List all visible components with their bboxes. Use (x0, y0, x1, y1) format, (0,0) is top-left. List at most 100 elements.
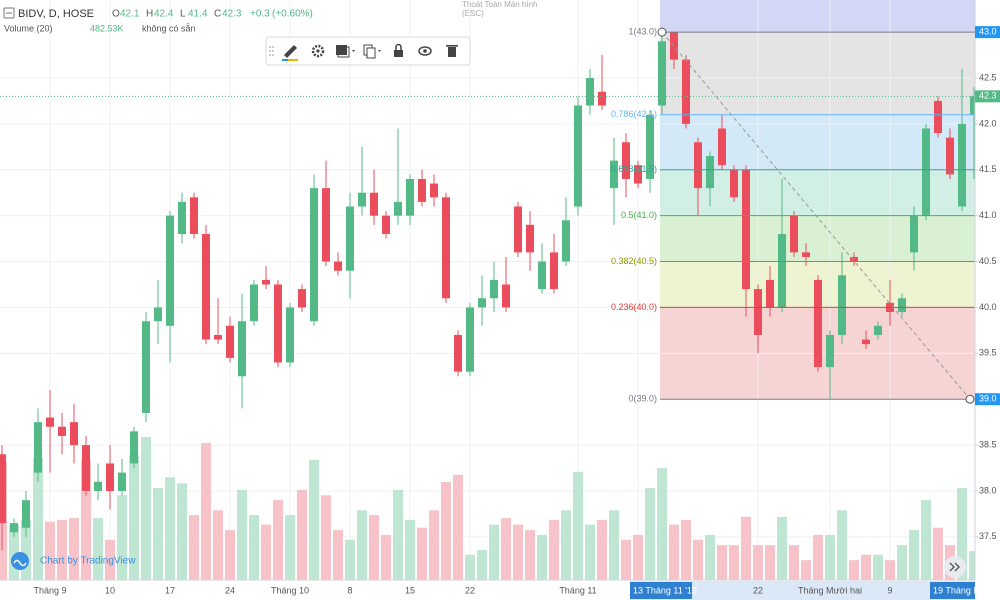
y-tick-label: 42.0 (979, 118, 997, 128)
candle-body (766, 279, 774, 308)
change: +0.3 (250, 9, 270, 20)
candle-body (22, 500, 30, 528)
candle-body (562, 220, 570, 262)
volume-bar (453, 474, 463, 580)
fib-label: 0.382(40.5) (611, 256, 657, 266)
candle-body (310, 188, 318, 322)
candle-body (658, 41, 666, 106)
tooltip: (ESC) (462, 9, 484, 18)
volume-bar (357, 510, 367, 580)
volume-bar (477, 549, 487, 580)
volume-bar (765, 545, 775, 580)
candle-body (898, 298, 906, 313)
volume-bar (213, 510, 223, 580)
drawing-toolbar (265, 36, 471, 66)
x-tick-label: 22 (465, 585, 475, 595)
volume-bar (333, 530, 343, 580)
volume-bar (501, 518, 511, 580)
template-button[interactable] (336, 45, 355, 58)
volume-bar (669, 524, 679, 580)
drag-handle[interactable] (269, 46, 274, 56)
x-tick-label: Tháng 9 (33, 585, 66, 595)
volume-bar (429, 510, 439, 580)
visibility-button[interactable] (418, 46, 432, 56)
fib-handle (657, 27, 667, 37)
volume-bar (93, 518, 103, 580)
date-marker (930, 582, 975, 599)
candle-body (442, 197, 450, 299)
candle-body (130, 431, 138, 464)
fib-label: 0.618(41.5) (611, 164, 657, 174)
volume-bar (561, 510, 571, 580)
volume-bar (393, 489, 403, 580)
candle-body (34, 422, 42, 473)
volume-bar (465, 554, 475, 580)
y-tick-label: 38.5 (979, 439, 997, 449)
volume-bar (921, 500, 931, 580)
candle-body (946, 137, 954, 175)
candle-body (106, 463, 114, 491)
fib-handle (965, 394, 975, 404)
candle-body (154, 307, 162, 322)
candle-body (622, 142, 630, 179)
volume-bar (633, 534, 643, 580)
candle-body (118, 472, 126, 491)
candle-body (958, 123, 966, 207)
candle-body (574, 105, 582, 207)
lock-button[interactable] (394, 43, 403, 57)
volume-bar (369, 515, 379, 580)
y-tick-label: 41.5 (979, 164, 997, 174)
candle-body (286, 307, 294, 363)
x-tick-label: Tháng Mười hai (798, 585, 862, 595)
volume-bar (117, 495, 127, 580)
volume-bar (165, 477, 175, 580)
volume-bar (813, 534, 823, 580)
volume-bar (261, 524, 271, 580)
collapse-icon[interactable] (3, 7, 15, 19)
x-tick-label: 15 (405, 585, 415, 595)
candle-body (694, 142, 702, 189)
candle-body (166, 215, 174, 326)
volume-bar (873, 554, 883, 580)
volume-bar (741, 516, 751, 580)
candle-body (0, 454, 6, 524)
scroll-button (944, 556, 966, 578)
fib-label: 0.236(40.0) (611, 302, 657, 312)
volume-bar (549, 519, 559, 580)
volume-bar (105, 539, 115, 580)
volume-bar (285, 515, 295, 580)
candle-body (610, 160, 618, 189)
candle-body (538, 261, 546, 290)
volume-bar (489, 524, 499, 580)
scroll-to-end[interactable] (944, 556, 966, 578)
candle-body (790, 215, 798, 253)
candle-body (778, 234, 786, 308)
volume-bar (573, 471, 583, 580)
volume-bar (693, 539, 703, 580)
volume-bar (45, 521, 55, 580)
volume-bar (69, 518, 79, 580)
volume-bar (861, 554, 871, 580)
date-marker-label: 19 Tháng M (933, 585, 981, 595)
x-tick-label: 9 (887, 585, 892, 595)
y-tick-label: 41.0 (979, 210, 997, 220)
candle-body (742, 169, 750, 290)
clone-button[interactable] (363, 44, 381, 59)
change-pct: (+0.60%) (272, 9, 313, 20)
volume-bar (321, 495, 331, 580)
volume-bar (597, 519, 607, 580)
y-tick-label: 39.5 (979, 348, 997, 358)
candle-body (346, 206, 354, 271)
logo[interactable]: Chart by TradingView (11, 552, 136, 570)
color-button[interactable] (282, 45, 298, 61)
y-tick-label: 38.0 (979, 485, 997, 495)
candle-body (250, 284, 258, 322)
candle-body (202, 234, 210, 340)
candle-body (550, 252, 558, 290)
volume-bar (645, 488, 655, 580)
plot: 1(43.0) 0.786(42.1) 0.618(41.5) 0.5(41.0) 0.… (0, 0, 979, 580)
settings-button[interactable] (311, 44, 325, 58)
delete-button[interactable] (446, 45, 458, 57)
candle-body (370, 192, 378, 216)
volume-bar (825, 534, 835, 580)
